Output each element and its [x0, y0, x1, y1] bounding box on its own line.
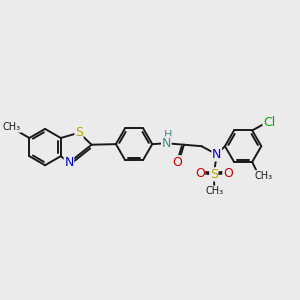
- Text: N: N: [162, 137, 171, 150]
- Text: O: O: [172, 156, 182, 169]
- Text: CH₃: CH₃: [205, 186, 224, 196]
- Text: S: S: [210, 168, 218, 181]
- Text: Cl: Cl: [263, 116, 275, 129]
- Text: N: N: [64, 156, 74, 169]
- Text: H: H: [164, 130, 172, 140]
- Text: S: S: [75, 126, 83, 139]
- Text: O: O: [223, 167, 233, 180]
- Text: N: N: [212, 148, 221, 161]
- Text: O: O: [195, 167, 205, 180]
- Text: CH₃: CH₃: [3, 122, 21, 132]
- Text: CH₃: CH₃: [254, 171, 272, 181]
